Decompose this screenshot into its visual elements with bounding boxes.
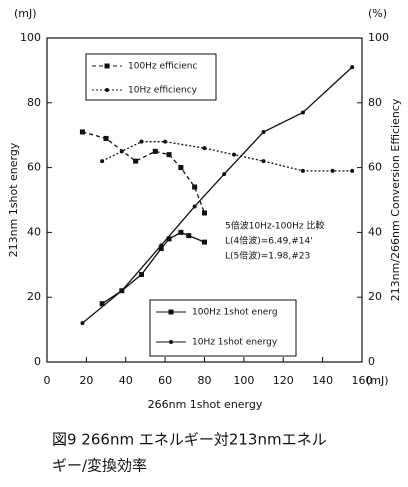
legend-marker: [105, 88, 109, 92]
y-axis-label: 213nm 1shot energy: [7, 142, 20, 257]
legend-box: [149, 299, 297, 357]
marker: [159, 243, 164, 248]
x-tick-label: 100: [233, 374, 254, 387]
y2-axis-label: 213nm/266nm Conversion Efficiency: [389, 98, 402, 301]
y2-tick-label: 20: [368, 290, 382, 303]
legend-label: 100Hz 1shot energ: [192, 308, 278, 318]
x-tick-label: 60: [158, 374, 172, 387]
marker: [158, 246, 164, 252]
marker: [119, 288, 124, 293]
marker: [166, 152, 172, 158]
y2-tick-label: 0: [368, 355, 375, 368]
y-tick-label: 0: [34, 355, 41, 368]
marker: [350, 65, 355, 70]
marker: [300, 110, 305, 115]
marker: [166, 236, 172, 242]
series-line: [101, 141, 353, 172]
marker: [103, 135, 109, 141]
annotation: 5倍波10Hz-100Hz 比較: [225, 220, 324, 232]
legend-label: 10Hz 1shot energy: [192, 338, 278, 348]
y-tick-label: 20: [27, 290, 41, 303]
y2-tick-label: 100: [368, 31, 389, 44]
x-tick-label: 40: [119, 374, 133, 387]
marker: [139, 272, 144, 278]
legend-marker: [104, 63, 110, 69]
marker: [300, 168, 305, 173]
x-tick-label: 140: [312, 374, 333, 387]
annotation: L(4倍波)=6.49,#14': [225, 235, 313, 247]
series-line: [82, 131, 206, 214]
marker: [133, 158, 139, 164]
marker: [192, 204, 197, 209]
marker: [202, 239, 207, 245]
marker: [186, 233, 192, 239]
y2-tick-label: 60: [368, 161, 382, 174]
legend-marker: [169, 340, 173, 344]
marker: [152, 148, 158, 154]
y-tick-label: 60: [27, 161, 41, 174]
annotation: L(5倍波)=1.98,#23: [225, 250, 310, 262]
legend-marker: [168, 309, 174, 315]
x-axis-label: 266nm 1shot energy: [148, 398, 263, 411]
marker: [232, 152, 237, 157]
y2-tick-label: 40: [368, 225, 382, 238]
marker: [222, 172, 227, 177]
series-line: [101, 231, 205, 305]
caption: 図9 266nm エネルギー対213nmエネル: [52, 431, 327, 449]
y-unit: (mJ): [14, 7, 37, 20]
caption: ギー/変換効率: [52, 457, 147, 475]
marker: [178, 165, 184, 171]
legend-label: 10Hz efficiency: [128, 86, 198, 96]
y2-tick-label: 80: [368, 96, 382, 109]
marker: [350, 168, 355, 173]
marker: [119, 149, 124, 154]
y-tick-label: 100: [20, 31, 41, 44]
marker: [202, 210, 207, 216]
x-unit: (mJ): [366, 374, 389, 387]
marker: [330, 168, 335, 173]
y-tick-label: 80: [27, 96, 41, 109]
marker: [261, 159, 266, 164]
x-tick-label: 120: [273, 374, 294, 387]
marker: [80, 321, 85, 326]
x-tick-label: 20: [79, 374, 93, 387]
series-line: [82, 66, 353, 324]
marker: [202, 146, 207, 151]
x-tick-label: 160: [352, 374, 373, 387]
marker: [79, 129, 85, 135]
legend-label: 100Hz efficienc: [128, 62, 197, 72]
y2-unit: (%): [368, 7, 387, 20]
marker: [192, 184, 198, 190]
marker: [163, 139, 168, 144]
x-tick-label: 80: [198, 374, 212, 387]
marker: [139, 139, 144, 144]
marker: [178, 229, 184, 235]
legend-box: [85, 53, 217, 101]
y-tick-label: 40: [27, 225, 41, 238]
marker: [99, 301, 105, 307]
marker: [261, 129, 266, 134]
x-tick-label: 0: [44, 374, 51, 387]
marker: [100, 159, 105, 164]
